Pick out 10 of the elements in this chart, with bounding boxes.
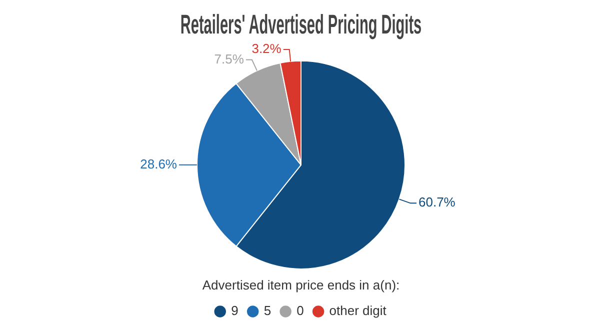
chart-title: Retailers' Advertised Pricing Digits — [180, 8, 422, 40]
legend-title: Advertised item price ends in a(n): — [202, 277, 400, 292]
data-label: 60.7% — [418, 194, 456, 210]
legend-label: 0 — [296, 303, 304, 318]
data-label: 3.2% — [252, 41, 282, 56]
data-label: 7.5% — [214, 51, 244, 66]
legend-label: other digit — [329, 303, 387, 318]
legend-label: 5 — [264, 303, 272, 318]
data-label: 28.6% — [140, 156, 178, 172]
legend-label: 9 — [231, 303, 238, 318]
